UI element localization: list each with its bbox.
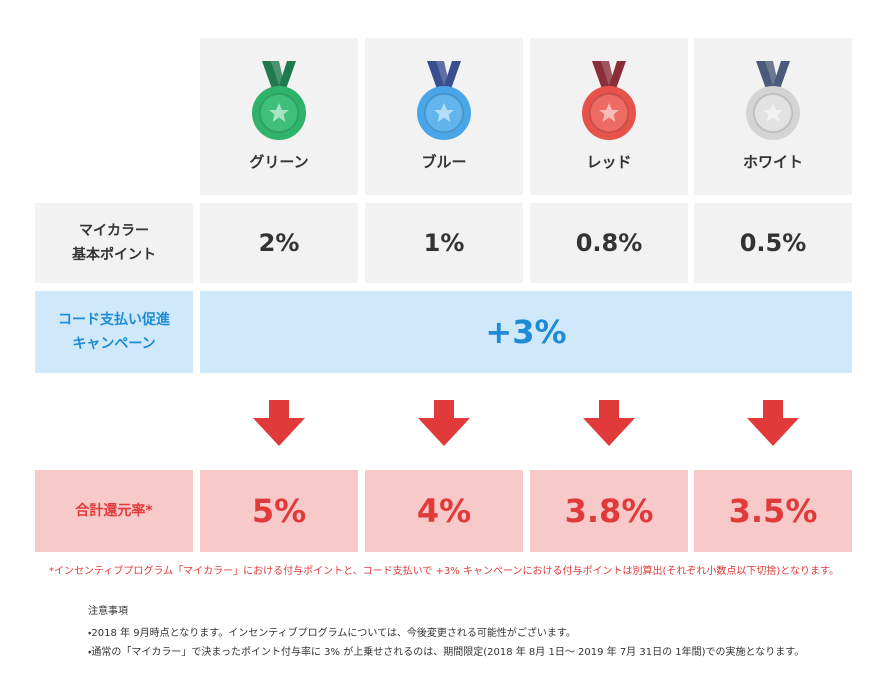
arrow <box>200 400 358 446</box>
arrow-icon <box>747 400 799 446</box>
base-value: 0.5% <box>739 229 807 257</box>
color-name: グリーン <box>249 153 309 171</box>
total-value: 3.5% <box>728 492 818 530</box>
base-cell: 2% <box>200 203 358 283</box>
label-line: キャンペーン <box>72 336 156 352</box>
notes-title: 注意事項 <box>88 606 128 617</box>
medal-cell: ブルー <box>365 38 523 195</box>
base-cell: 0.8% <box>530 203 688 283</box>
arrow <box>365 400 523 446</box>
medal <box>417 61 471 140</box>
color-name: ホワイト <box>742 153 803 171</box>
base-value: 0.8% <box>575 229 643 257</box>
note-item: ・通常の「マイカラー」で決まったポイント付与率に 3% が上乗せされるのは、期間… <box>88 647 805 658</box>
campaign-value-cell: +3% <box>200 291 852 373</box>
base-value: 2% <box>258 229 300 257</box>
label-line: 基本ポイント <box>72 247 156 263</box>
total-cell: 5% <box>200 470 358 552</box>
base-label: マイカラー 基本ポイント <box>35 203 193 283</box>
total-value: 4% <box>416 492 472 530</box>
color-name: レッド <box>586 153 632 171</box>
total-cell: 3.5% <box>694 470 852 552</box>
campaign-label: コード支払い促進 キャンペーン <box>35 291 193 373</box>
medal-cell: グリーン <box>200 38 358 195</box>
base-cell: 0.5% <box>694 203 852 283</box>
total-value: 5% <box>251 492 307 530</box>
total-cell: 4% <box>365 470 523 552</box>
label-line: 合計還元率* <box>75 503 153 519</box>
arrow <box>694 400 852 446</box>
campaign-value: +3% <box>485 313 567 351</box>
total-cell: 3.8% <box>530 470 688 552</box>
base-cell: 1% <box>365 203 523 283</box>
medal <box>746 61 800 140</box>
label-line: マイカラー <box>79 223 149 239</box>
color-name: ブルー <box>421 153 467 171</box>
arrow-icon <box>253 400 305 446</box>
arrow-icon <box>583 400 635 446</box>
total-label: 合計還元率* <box>35 470 193 552</box>
medal-cell: レッド <box>530 38 688 195</box>
arrow <box>530 400 688 446</box>
note-item: ・2018 年 9月時点となります。インセンティブプログラムについては、今後変更… <box>88 628 576 639</box>
label-line: コード支払い促進 <box>58 312 170 328</box>
medal <box>252 61 306 140</box>
arrow-icon <box>418 400 470 446</box>
medal <box>582 61 636 140</box>
total-value: 3.8% <box>564 492 654 530</box>
base-value: 1% <box>423 229 465 257</box>
medal-cell: ホワイト <box>694 38 852 195</box>
footnote: *インセンティブプログラム「マイカラー」における付与ポイントと、コード支払いで … <box>48 566 839 577</box>
